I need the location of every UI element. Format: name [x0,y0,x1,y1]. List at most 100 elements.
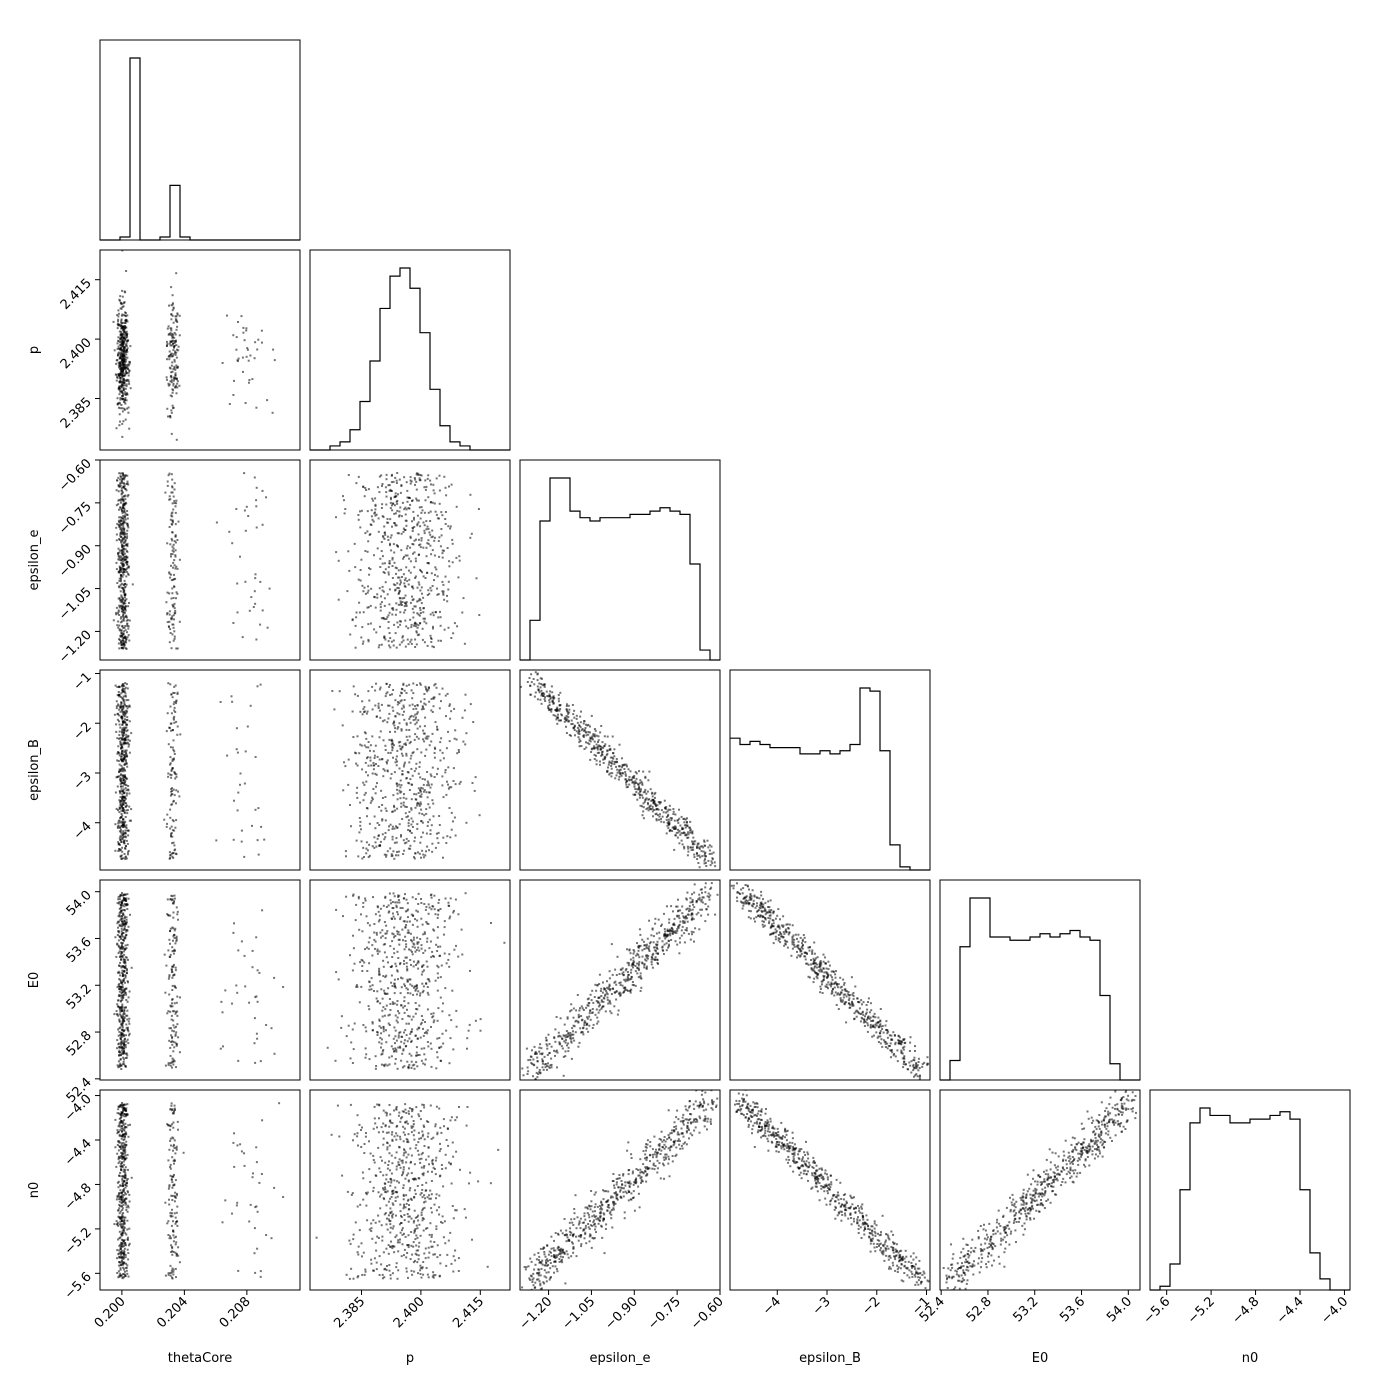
sample-point [121,517,124,519]
sample-point [121,549,124,551]
sample-point [123,1009,126,1012]
sample-point [176,693,179,695]
sample-point [368,988,371,991]
sample-point [685,833,688,836]
sample-point [430,553,433,556]
sample-point [169,808,172,811]
sample-point [122,363,125,366]
sample-point [415,643,418,646]
sample-point [120,508,123,510]
sample-point [411,697,414,700]
sample-point [421,509,424,512]
sample-point [119,355,122,358]
sample-point [170,1014,173,1017]
sample-point [118,982,121,985]
sample-point [424,1058,427,1061]
sample-point [167,1062,170,1065]
sample-point [126,334,128,337]
sample-point [123,485,126,488]
sample-point [416,634,419,637]
sample-point [410,714,413,717]
sample-point [120,347,122,350]
sample-point [122,768,125,771]
sample-point [418,583,421,586]
sample-point [363,586,366,589]
sample-point [124,967,127,970]
sample-point [391,985,394,987]
sample-point [175,1001,178,1004]
sample-point [665,832,668,835]
sample-point [126,792,128,795]
sample-point [405,816,408,819]
sample-point [120,330,123,333]
sample-point [123,630,125,633]
sample-point [122,354,124,357]
sample-point [360,744,363,747]
sample-point [123,341,126,344]
sample-point [589,736,592,739]
sample-point [170,768,173,771]
sample-point [171,633,174,636]
sample-point [122,359,125,362]
sample-point [120,899,123,902]
sample-point [405,837,408,840]
sample-point [121,952,124,955]
sample-point [414,621,416,624]
sample-point [369,756,372,759]
sample-point [676,819,679,822]
sample-point [172,1019,175,1022]
sample-point [171,370,174,373]
sample-point [171,1005,174,1008]
sample-point [405,898,408,901]
sample-point [119,605,122,608]
sample-point [120,959,123,961]
sample-point [119,704,122,707]
sample-point [430,572,433,575]
sample-point [440,700,442,703]
sample-point [122,914,125,917]
sample-point [128,369,131,372]
sample-point [415,488,418,491]
sample-point [386,616,389,619]
sample-point [685,824,688,827]
sample-point [116,713,119,716]
sample-point [175,272,178,275]
sample-point [127,494,130,496]
sample-point [370,515,373,518]
sample-point [353,962,356,965]
sample-point [434,573,436,576]
sample-point [391,613,394,616]
sample-point [427,791,430,794]
sample-point [392,756,394,759]
sample-point [366,530,369,533]
sample-point [352,934,354,937]
sample-point [435,568,438,571]
sample-point [169,914,172,917]
sample-point [118,770,121,773]
sample-point [120,930,123,933]
sample-point [125,567,128,570]
sample-point [129,387,132,390]
sample-point [170,564,172,567]
sample-point [176,567,179,570]
sample-point [402,683,405,686]
sample-point [541,684,544,687]
sample-point [172,384,175,387]
sample-point [385,1029,387,1032]
sample-point [547,705,550,708]
sample-point [618,770,621,773]
sample-point [550,710,553,713]
sample-point [119,804,122,807]
sample-point [382,536,385,539]
sample-point [606,752,609,755]
sample-point [473,789,476,792]
sample-point [370,509,373,512]
sample-point [696,858,699,860]
sample-point [122,640,125,643]
sample-point [411,774,414,777]
sample-point [172,965,175,968]
sample-point [424,908,427,911]
sample-point [419,599,422,602]
sample-point [246,348,249,351]
sample-point [113,713,116,716]
